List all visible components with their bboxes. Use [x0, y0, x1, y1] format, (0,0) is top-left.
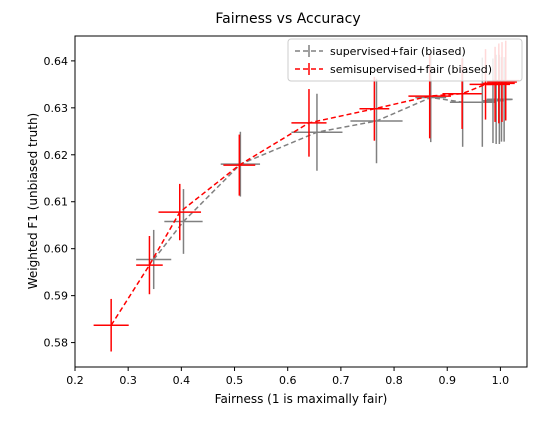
axes-frame	[74, 35, 528, 368]
y-tick-label: 0.62	[44, 149, 69, 162]
x-tick-label: 0.8	[385, 374, 403, 387]
x-tick-label: 1.0	[492, 374, 510, 387]
x-axis: 0.2 0.3 0.4 0.5 0.6 0.7 0.8 0.9 1.0	[66, 367, 509, 387]
x-axis-label: Fairness (1 is maximally fair)	[215, 392, 388, 406]
y-tick-label: 0.63	[44, 102, 69, 115]
chart-title: Fairness vs Accuracy	[215, 11, 360, 27]
y-axis-label: Weighted F1 (unbiased truth)	[26, 113, 40, 289]
x-tick-label: 0.3	[119, 374, 137, 387]
y-tick-label: 0.58	[44, 337, 69, 350]
legend: supervised+fair (biased) semisupervised+…	[287, 38, 523, 82]
x-tick-label: 0.4	[173, 374, 191, 387]
legend-label-supervised: supervised+fair (biased)	[330, 45, 466, 58]
x-tick-label: 0.6	[279, 374, 297, 387]
legend-box	[287, 38, 523, 82]
y-tick-label: 0.59	[44, 290, 69, 303]
x-tick-label: 0.2	[66, 374, 84, 387]
y-axis: 0.58 0.59 0.60 0.61 0.62 0.63 0.64	[44, 55, 75, 350]
plot-area	[93, 40, 520, 352]
series-semisupervised	[93, 40, 520, 352]
legend-label-semisupervised: semisupervised+fair (biased)	[330, 63, 492, 76]
series-line-supervised	[153, 96, 505, 260]
x-tick-label: 0.9	[438, 374, 456, 387]
y-tick-label: 0.60	[44, 243, 69, 256]
y-tick-label: 0.64	[44, 55, 69, 68]
x-tick-label: 0.7	[332, 374, 350, 387]
y-tick-label: 0.61	[44, 196, 69, 209]
x-tick-label: 0.5	[226, 374, 244, 387]
series-supervised	[136, 52, 513, 290]
